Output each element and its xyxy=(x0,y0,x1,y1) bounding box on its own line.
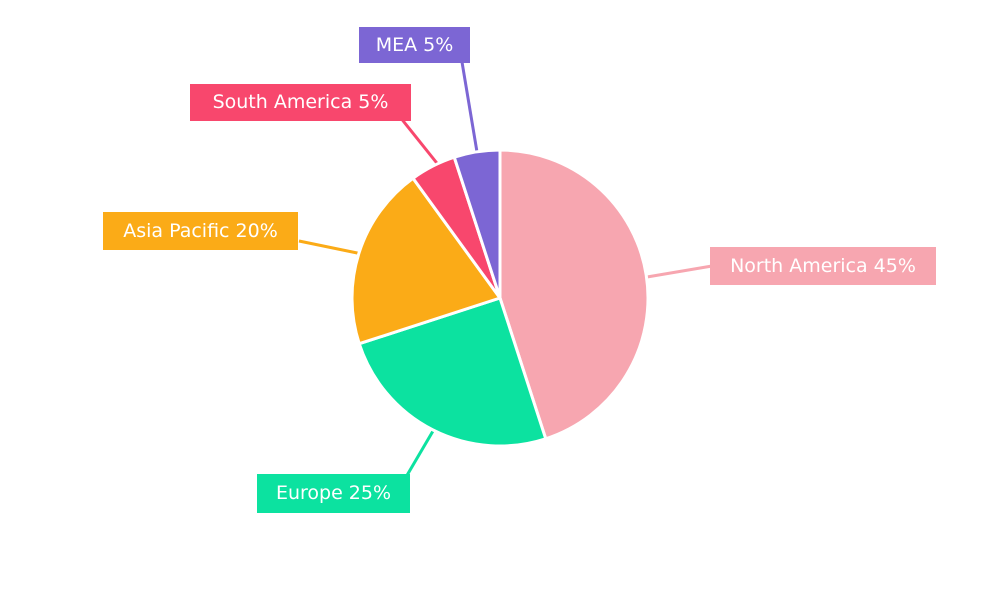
pie-slice-north-america[interactable] xyxy=(498,148,650,441)
leader-line-north-america xyxy=(646,264,713,279)
pie-slice-mea[interactable] xyxy=(452,148,502,300)
leader-line-mea xyxy=(460,61,479,153)
leader-line-asia-pacific xyxy=(298,239,363,256)
pie-label-north-america: North America 45% xyxy=(710,247,936,285)
pie-label-mea: MEA 5% xyxy=(359,27,470,63)
pie-label-europe: Europe 25% xyxy=(257,474,410,513)
pie-slices-group xyxy=(350,148,650,448)
pie-slice-asia-pacific[interactable] xyxy=(350,176,502,346)
pie-slice-europe[interactable] xyxy=(357,296,548,448)
pie-label-south-america: South America 5% xyxy=(190,84,411,121)
leader-line-europe xyxy=(404,430,435,478)
pie-label-asia-pacific: Asia Pacific 20% xyxy=(103,212,298,250)
